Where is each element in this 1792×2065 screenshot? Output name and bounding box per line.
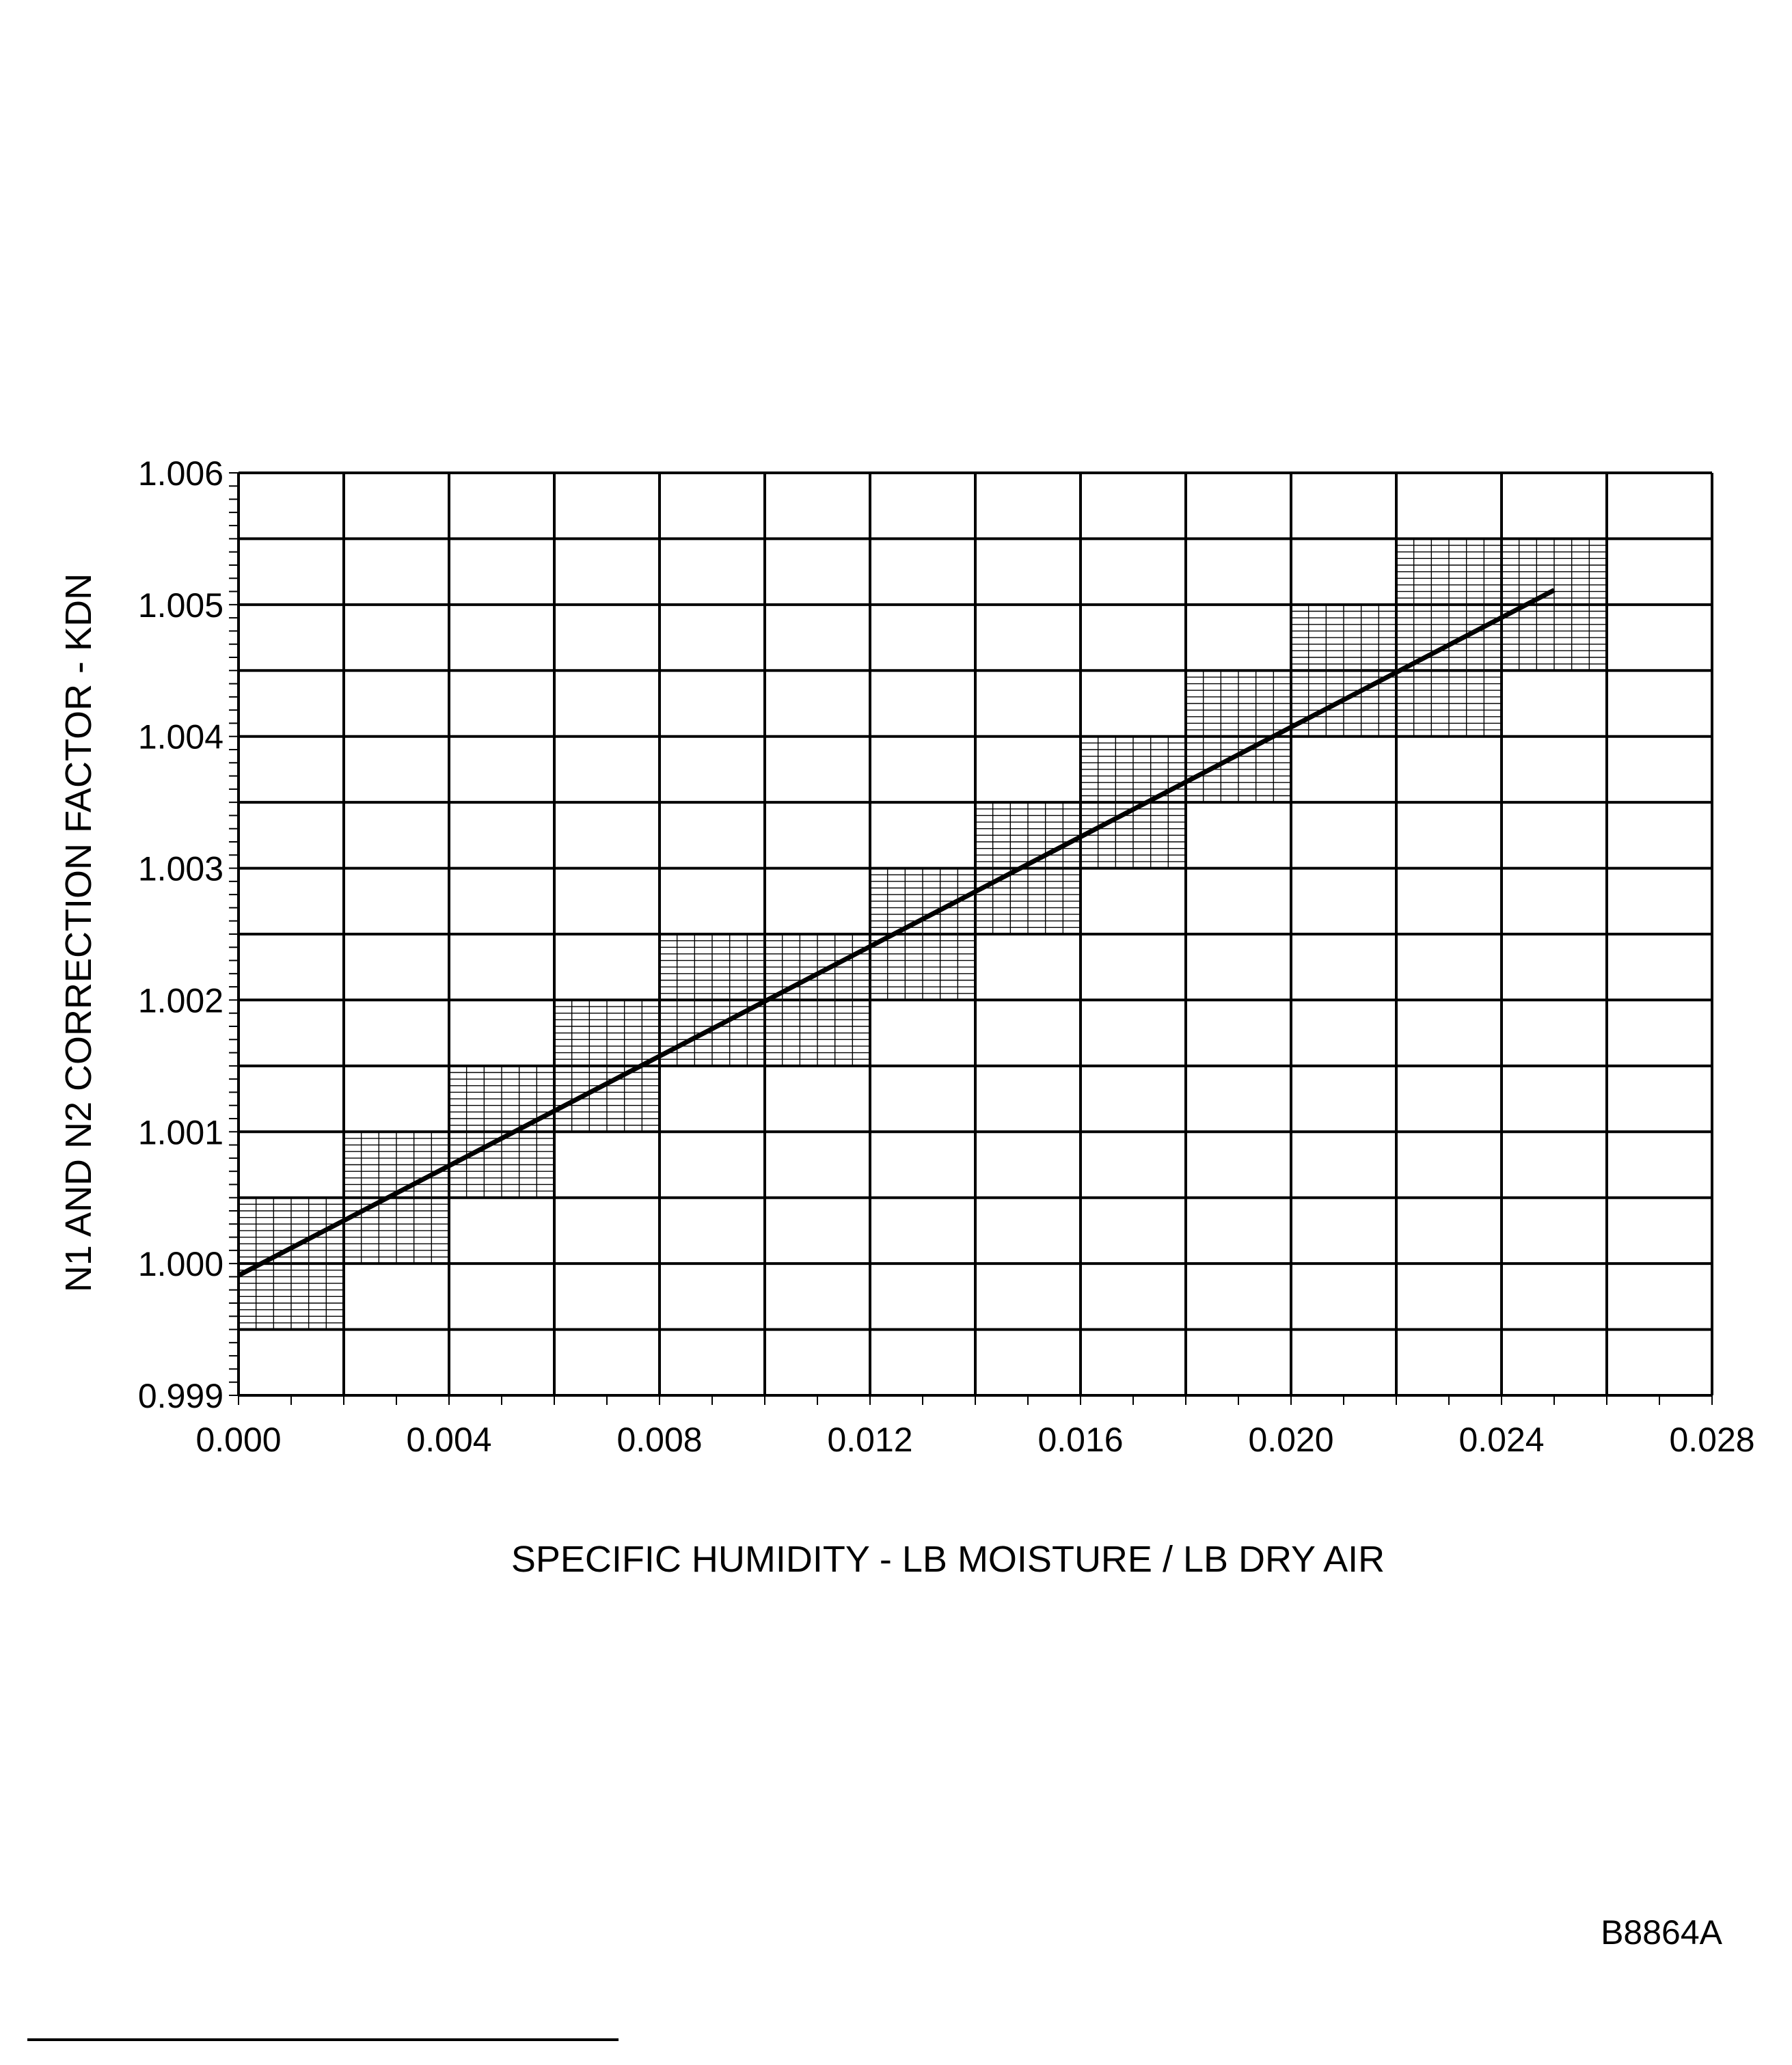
shaded-cell bbox=[1396, 538, 1502, 737]
x-tick-label: 0.008 bbox=[616, 1421, 702, 1459]
y-axis-label: N1 AND N2 CORRECTION FACTOR - KDN bbox=[58, 573, 99, 1292]
y-tick-label: 0.999 bbox=[138, 1377, 223, 1415]
x-tick-label: 0.028 bbox=[1669, 1421, 1754, 1459]
x-tick-label: 0.020 bbox=[1248, 1421, 1333, 1459]
series bbox=[237, 588, 1556, 1278]
y-tick-label: 1.000 bbox=[138, 1245, 223, 1283]
x-tick-label: 0.024 bbox=[1458, 1421, 1544, 1459]
x-axis-label: SPECIFIC HUMIDITY - LB MOISTURE / LB DRY… bbox=[511, 1539, 1385, 1580]
axis-ticks: 0.000 0.004 0.008 0.012 0.016 0.020 0.024 0.028… bbox=[138, 454, 1755, 1459]
y-tick-label: 1.003 bbox=[138, 850, 223, 888]
y-tick-label: 1.006 bbox=[138, 454, 223, 493]
y-tick-label: 1.002 bbox=[138, 981, 223, 1020]
grid bbox=[229, 471, 1713, 1405]
x-tick-label: 0.016 bbox=[1037, 1421, 1123, 1459]
figure-id: B8864A bbox=[1601, 1913, 1723, 1952]
y-tick-label: 1.001 bbox=[138, 1113, 223, 1151]
series-line bbox=[237, 588, 1556, 1278]
y-tick-label: 1.005 bbox=[138, 586, 223, 625]
x-tick-label: 0.012 bbox=[827, 1421, 912, 1459]
y-tick-label: 1.004 bbox=[138, 718, 223, 756]
x-tick-label: 0.000 bbox=[195, 1421, 281, 1459]
x-tick-label: 0.004 bbox=[406, 1421, 491, 1459]
